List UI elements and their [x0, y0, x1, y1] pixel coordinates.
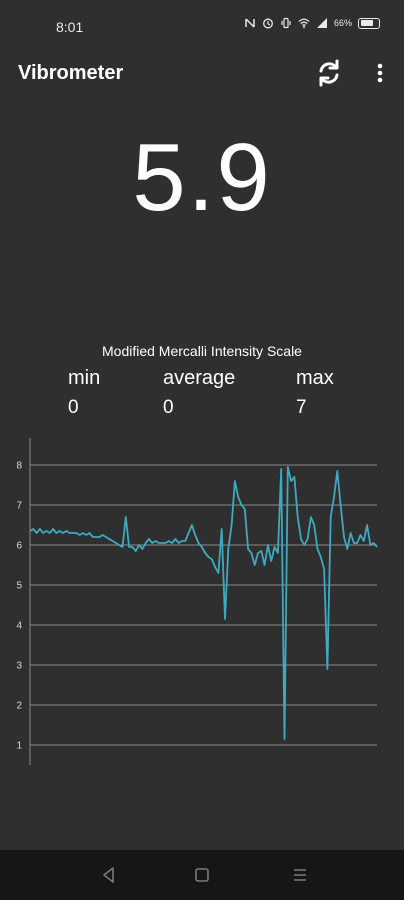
- home-icon[interactable]: [189, 862, 215, 888]
- intensity-reading: 5.9: [132, 124, 272, 231]
- y-tick-label: 1: [16, 741, 22, 752]
- app-bar: Vibrometer: [0, 52, 404, 94]
- app-title: Vibrometer: [18, 62, 124, 84]
- wifi-icon: [298, 18, 310, 28]
- min-label: min: [68, 367, 101, 389]
- status-time: 8:01: [56, 19, 84, 35]
- battery-icon: [358, 17, 380, 29]
- battery-percent: 66%: [333, 18, 352, 28]
- recents-icon[interactable]: [287, 862, 313, 888]
- max-label: max: [296, 367, 334, 389]
- scale-title: Modified Mercalli Intensity Scale: [102, 343, 302, 359]
- more-vertical-icon[interactable]: [370, 58, 390, 88]
- vibration-chart: 1 2 3 4 5 6 7 8: [16, 438, 378, 765]
- y-tick-label: 2: [16, 701, 22, 712]
- y-tick-label: 7: [16, 501, 22, 512]
- alarm-icon: [263, 18, 273, 29]
- vibration-series-line: [29, 466, 378, 740]
- chart-y-labels: 1 2 3 4 5 6 7 8: [16, 461, 22, 752]
- min-value: 0: [68, 397, 79, 418]
- chart-grid: [30, 464, 377, 746]
- system-nav-bar: [0, 850, 404, 900]
- max-value: 7: [296, 397, 307, 418]
- average-value: 0: [163, 397, 174, 418]
- nfc-icon: [245, 18, 255, 28]
- refresh-icon[interactable]: [312, 56, 346, 90]
- back-icon[interactable]: [96, 862, 122, 888]
- status-icons: 66%: [244, 17, 380, 29]
- y-tick-label: 8: [16, 461, 22, 472]
- y-tick-label: 3: [16, 661, 22, 672]
- status-bar: 8:01 66%: [0, 0, 404, 52]
- vibrate-icon: [281, 17, 291, 29]
- y-tick-label: 6: [16, 541, 22, 552]
- y-tick-label: 4: [16, 621, 22, 632]
- y-tick-label: 5: [16, 581, 22, 592]
- signal-icon: [316, 18, 327, 28]
- average-label: average: [163, 367, 236, 389]
